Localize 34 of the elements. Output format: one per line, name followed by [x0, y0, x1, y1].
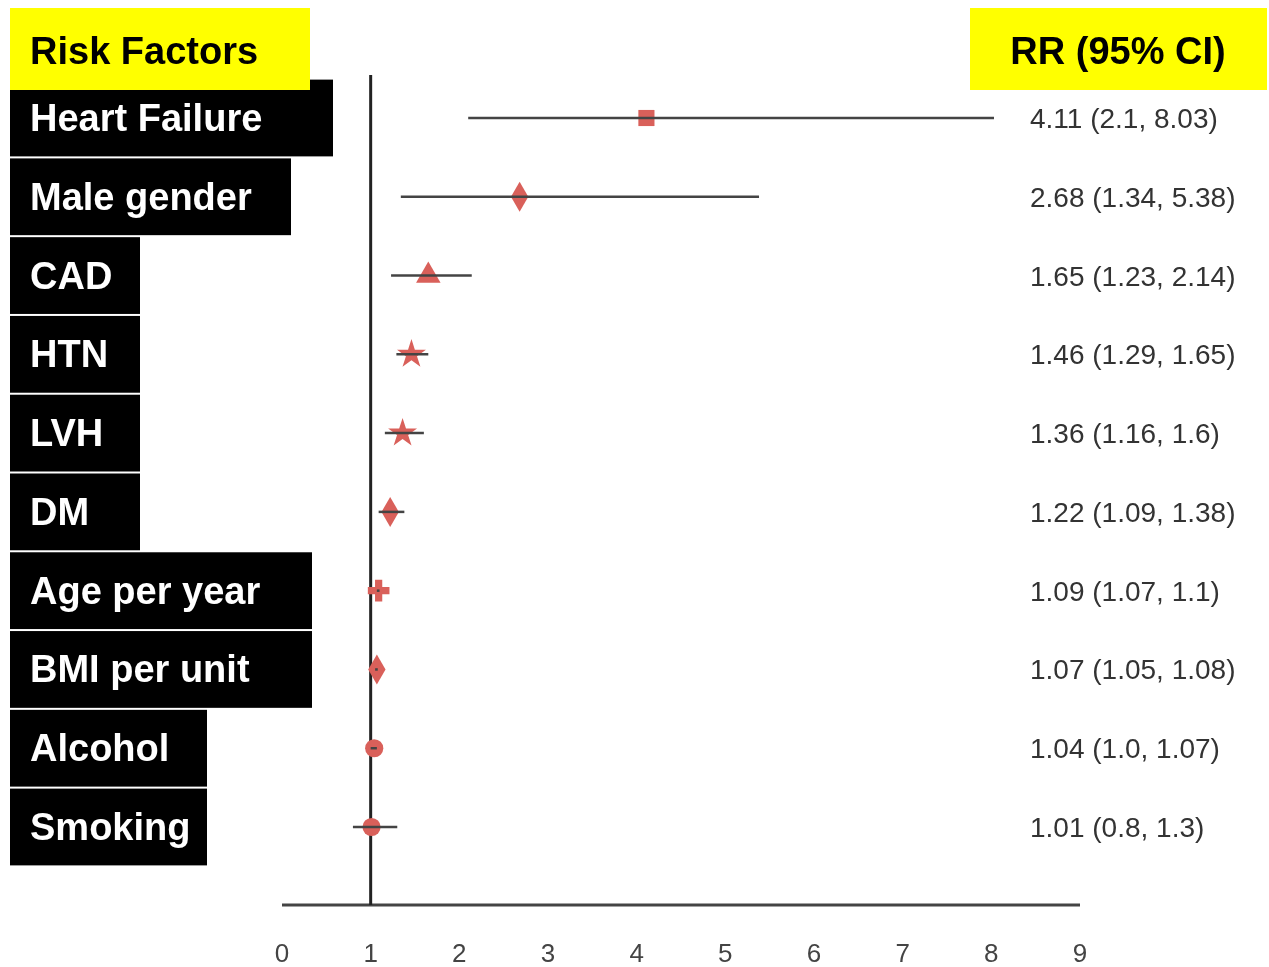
y-tick-label: CAD	[30, 254, 113, 297]
point	[367, 579, 390, 602]
annotation: 4.11 (2.1, 8.03)	[1030, 103, 1218, 134]
x-tick-label: 4	[629, 938, 644, 967]
y-axis-title: Risk Factors	[30, 30, 259, 72]
annotation: 1.65 (1.23, 2.14)	[1030, 260, 1236, 292]
y-tick-label: BMI per unit	[30, 648, 250, 691]
y-tick-label: DM	[30, 490, 90, 533]
y-tick-label: HTN	[30, 333, 109, 376]
y-tick-label: Heart Failure	[30, 97, 263, 139]
annotation: 1.07 (1.05, 1.08)	[1030, 654, 1236, 686]
annotation: 2.68 (1.34, 5.38)	[1030, 181, 1236, 213]
x-tick-label: 8	[984, 938, 999, 967]
x-tick-label: 7	[895, 938, 910, 967]
point	[365, 739, 384, 758]
annotation: 1.09 (1.07, 1.1)	[1030, 575, 1220, 607]
annotation: 1.36 (1.16, 1.6)	[1030, 418, 1220, 450]
x-tick-label: 0	[274, 938, 290, 967]
y-tick-label: Alcohol	[30, 727, 170, 770]
x-tick-label: 2	[452, 938, 467, 967]
annotation: 1.01 (0.8, 1.3)	[1030, 812, 1205, 843]
x-tick-label: 9	[1072, 938, 1088, 967]
x-tick-label: 1	[363, 938, 378, 967]
y-tick-label: Male gender	[30, 175, 252, 218]
text: RR (95% CI)	[1010, 30, 1226, 72]
x-tick-label: 3	[540, 938, 556, 967]
x-tick-label: 6	[806, 938, 822, 967]
y-tick-label: Age per year	[30, 569, 261, 612]
annotation: 1.04 (1.0, 1.07)	[1030, 733, 1220, 765]
annotation: 1.22 (1.09, 1.38)	[1030, 496, 1236, 528]
y-tick-label: Smoking	[30, 806, 191, 848]
annotation: 1.46 (1.29, 1.65)	[1030, 339, 1236, 371]
y-tick-label: LVH	[30, 412, 104, 455]
x-tick-label: 5	[718, 938, 733, 967]
